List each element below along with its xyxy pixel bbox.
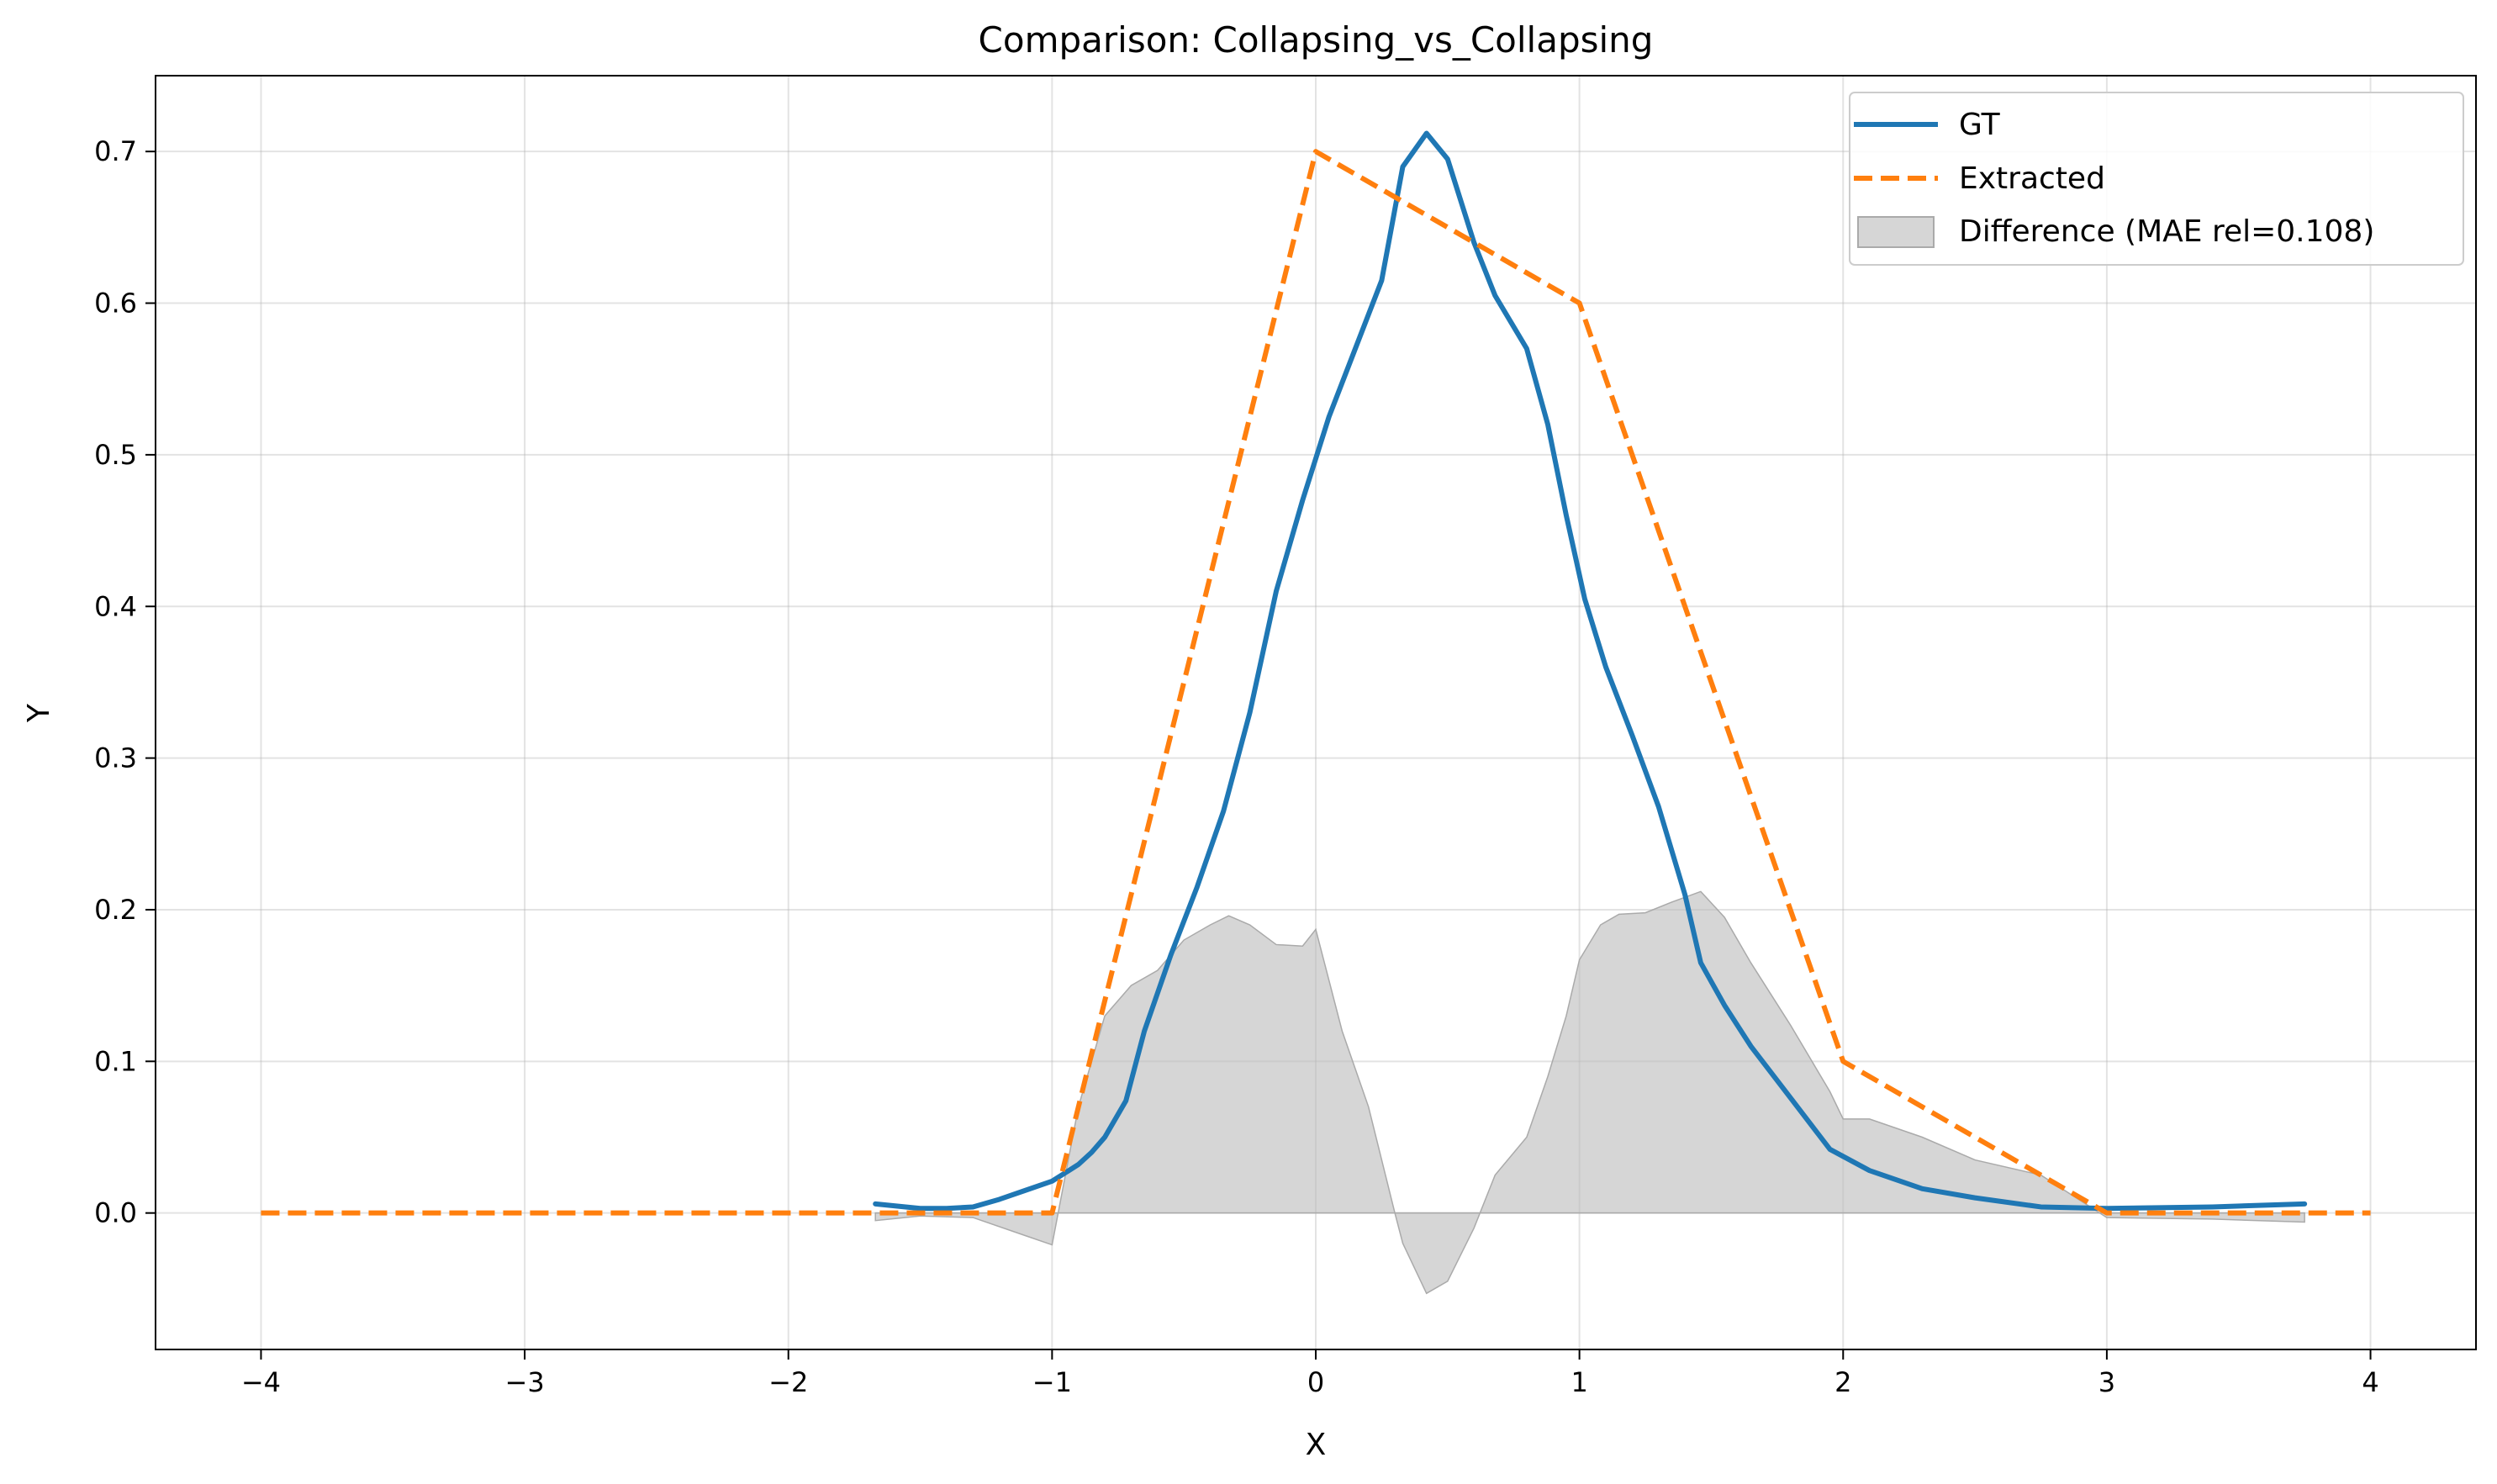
x-tick-label: −4: [241, 1366, 281, 1398]
y-tick-label: 0.0: [94, 1197, 137, 1229]
x-axis-label: X: [1306, 1428, 1327, 1462]
x-axis-ticks: −4 −3 −2 −1 0 1 2 3 4: [241, 1349, 2379, 1398]
y-tick-label: 0.7: [94, 135, 137, 167]
legend-box: [1849, 92, 2464, 266]
series-gt-line: [873, 130, 2308, 1212]
series-extracted-line: [261, 149, 2371, 1216]
x-tick-label: −2: [768, 1366, 808, 1398]
y-tick-label: 0.6: [94, 288, 137, 320]
x-tick-label: 3: [2098, 1366, 2115, 1398]
y-tick-label: 0.4: [94, 590, 137, 622]
y-tick-label: 0.2: [94, 894, 137, 926]
x-tick-label: −1: [1032, 1366, 1072, 1398]
y-axis-ticks: 0.0 0.1 0.2 0.3 0.4 0.5 0.6 0.7: [94, 135, 156, 1229]
x-tick-label: 1: [1571, 1366, 1587, 1398]
x-tick-label: 2: [1834, 1366, 1851, 1398]
y-tick-label: 0.5: [94, 439, 137, 471]
y-axis-label: Y: [22, 703, 56, 723]
legend: GT Extracted Difference (MAE rel=0.108): [1849, 92, 2464, 266]
legend-difference-label: Difference (MAE rel=0.108): [1959, 214, 2374, 249]
series-lines: [261, 130, 2371, 1216]
x-tick-label: −3: [505, 1366, 545, 1398]
legend-difference-swatch: [1857, 216, 1935, 248]
x-tick-label: 4: [2362, 1366, 2378, 1398]
y-tick-label: 0.3: [94, 742, 137, 774]
legend-gt-label: GT: [1959, 108, 2001, 142]
x-tick-label: 0: [1307, 1366, 1324, 1398]
chart-title: Comparison: Collapsing_vs_Collapsing: [979, 19, 1654, 61]
y-tick-label: 0.1: [94, 1045, 137, 1077]
legend-extracted-label: Extracted: [1959, 161, 2105, 196]
